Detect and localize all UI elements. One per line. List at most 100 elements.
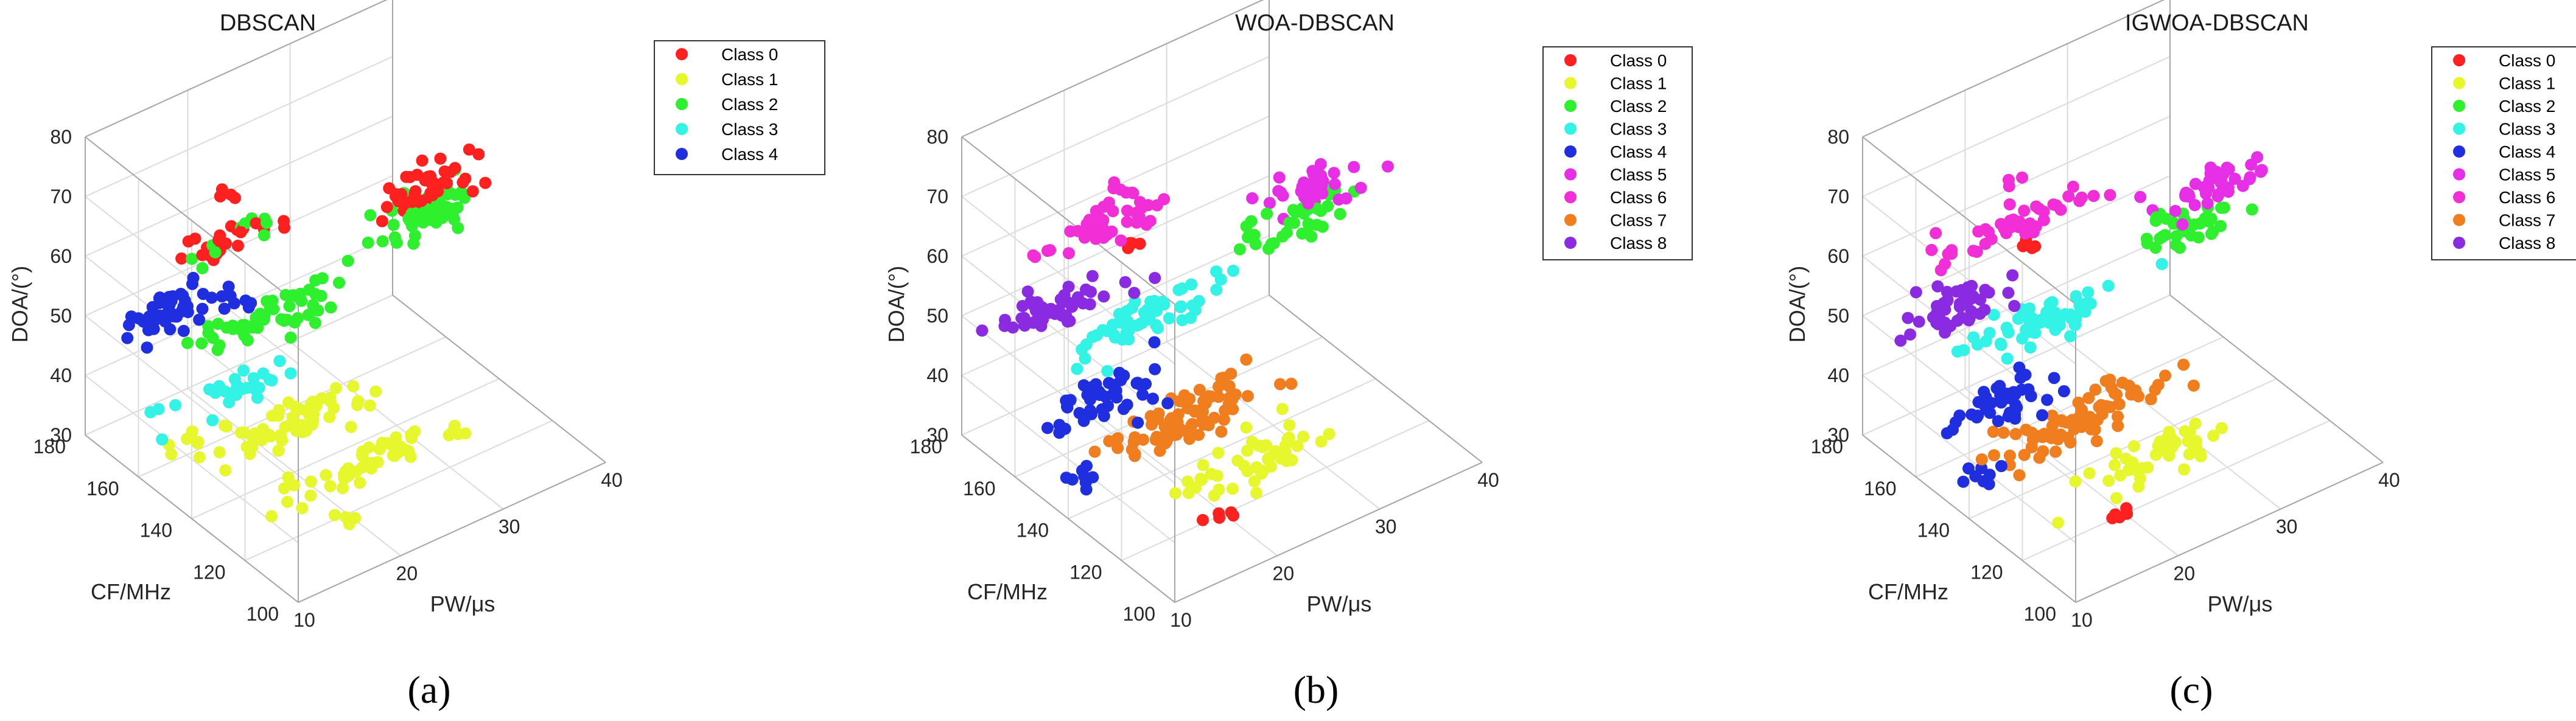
legend-label: Class 5 [1610,165,1667,184]
data-point-class-1 [213,446,226,459]
data-point-class-6 [1107,205,1119,217]
data-point-class-0 [441,177,453,190]
data-point-class-5 [1295,185,1307,198]
data-point-class-2 [196,262,209,274]
data-point-class-5 [1328,178,1341,190]
legend-label: Class 4 [1610,142,1667,161]
data-point-class-0 [1213,507,1225,520]
legend-marker-class-4 [2453,145,2465,158]
data-point-class-7 [1197,395,1209,408]
data-point-class-1 [2141,461,2154,474]
legend-marker-class-3 [676,123,688,135]
data-point-class-4 [1080,483,1093,496]
data-point-class-8 [1007,321,1019,334]
data-point-class-3 [2049,324,2062,336]
data-point-class-7 [2108,387,2121,400]
data-point-class-6 [1144,215,1157,228]
data-point-class-4 [1073,406,1086,419]
legend-label: Class 2 [2499,97,2555,116]
data-point-class-3 [1114,314,1127,327]
data-point-class-3 [247,382,260,395]
data-point-class-4 [1953,409,1966,422]
axis-box-edge [961,136,1175,305]
data-point-class-3 [1214,273,1227,286]
data-point-class-7 [1183,392,1196,405]
data-point-class-0 [416,154,429,167]
data-point-class-7 [2144,393,2157,405]
data-point-class-6 [1970,245,1983,258]
data-point-class-1 [324,480,337,493]
data-point-class-3 [1227,265,1239,277]
data-point-class-8 [1953,301,1966,313]
data-point-class-0 [278,221,290,234]
data-point-class-2 [430,216,443,229]
data-point-class-8 [1894,334,1907,347]
chart-title: WOA-DBSCAN [1235,10,1395,36]
data-point-class-2 [279,288,292,301]
y-tick-label: 180 [1811,436,1843,458]
y-tick-label: 120 [1970,561,2003,583]
data-point-class-1 [291,424,304,437]
axis-box-edge [961,0,1264,138]
data-point-class-2 [2214,220,2227,232]
x-tick-label: 40 [601,469,623,491]
data-point-class-3 [2000,321,2013,334]
data-point-class-0 [376,215,388,228]
z-tick-label: 60 [1827,245,1849,267]
data-point-class-7 [1987,425,2000,438]
data-point-class-2 [238,329,251,342]
data-point-class-8 [1941,293,1954,306]
gridline [191,378,500,520]
data-point-class-0 [457,176,469,189]
data-point-class-7 [1219,404,1231,417]
data-point-class-3 [144,406,157,419]
data-point-class-7 [1153,444,1166,457]
data-point-class-1 [1291,440,1304,453]
data-point-class-3 [1174,301,1187,313]
data-point-class-7 [1285,377,1298,390]
data-point-class-7 [2159,369,2171,382]
data-point-class-1 [355,448,368,461]
data-point-class-4 [1117,403,1130,416]
data-point-class-7 [1213,380,1225,393]
data-point-class-5 [1246,192,1259,204]
data-point-class-3 [284,367,297,380]
data-point-class-4 [137,315,150,328]
data-point-class-5 [2176,218,2189,231]
data-point-class-3 [1148,294,1161,307]
data-point-class-2 [1243,228,1256,241]
y-tick-label: 140 [140,520,172,542]
data-point-class-6 [1121,215,1133,228]
data-point-class-8 [1128,287,1141,299]
panel-dbscan: 30 40 50 60 70 80 100 120 140 160 180 10 20 30 40 DOA/(… [7,0,825,711]
data-point-class-3 [1176,282,1189,295]
z-axis-label: DOA/(°) [1785,266,1810,343]
data-point-class-2 [1261,207,1273,220]
z-axis-label: DOA/(°) [7,266,32,343]
data-point-class-6 [1097,231,1110,244]
data-point-class-2 [362,236,374,249]
data-point-class-4 [1064,394,1077,406]
data-point-class-3 [2020,324,2032,336]
data-point-class-2 [1316,220,1329,233]
data-point-class-8 [1149,271,1161,284]
data-point-class-3 [2001,352,2014,365]
axis-box-edge [298,462,606,603]
data-point-class-1 [1279,439,1292,452]
z-tick-label: 80 [50,126,72,148]
data-point-class-0 [449,162,461,175]
data-point-class-7 [1217,371,1230,384]
data-point-class-2 [248,318,261,330]
data-point-class-1 [287,479,300,492]
data-point-class-1 [307,414,320,427]
data-point-class-2 [316,272,329,285]
data-point-class-1 [304,489,317,502]
data-point-class-4 [1995,394,2008,407]
data-point-class-1 [390,431,402,444]
data-point-class-6 [2005,221,2017,234]
data-point-class-6 [2019,227,2032,240]
data-point-class-8 [999,313,1011,326]
data-point-class-2 [312,304,324,317]
data-point-class-4 [1957,475,1970,488]
